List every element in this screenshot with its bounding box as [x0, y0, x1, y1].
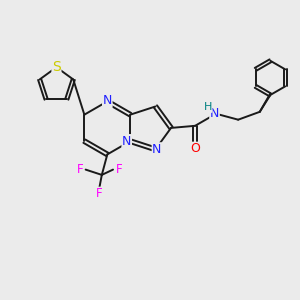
Text: O: O: [190, 142, 200, 155]
Text: F: F: [76, 163, 83, 176]
Text: S: S: [52, 60, 61, 74]
Text: N: N: [122, 135, 131, 148]
Text: N: N: [152, 143, 162, 156]
Text: F: F: [116, 163, 122, 176]
Text: F: F: [96, 187, 103, 200]
Text: N: N: [103, 94, 112, 107]
Text: H: H: [204, 102, 212, 112]
Text: N: N: [210, 107, 219, 120]
